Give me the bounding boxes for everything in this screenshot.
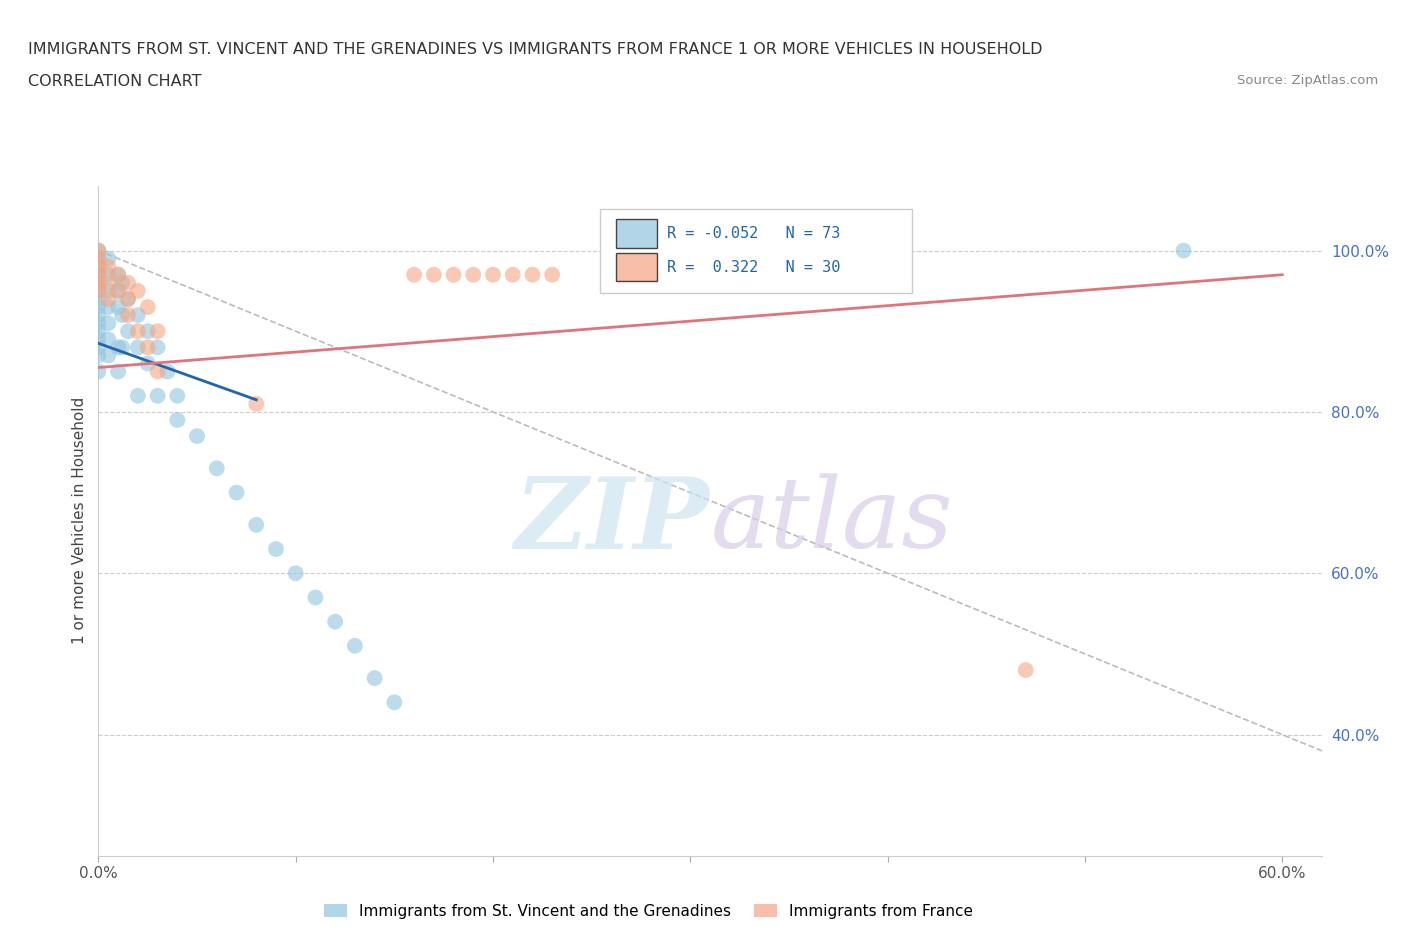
Point	[463, 267, 485, 282]
Point	[87, 339, 110, 354]
Point	[111, 275, 134, 290]
Point	[87, 332, 110, 347]
Point	[146, 324, 169, 339]
Point	[97, 299, 120, 314]
Point	[482, 267, 505, 282]
Point	[87, 251, 110, 266]
Point	[107, 284, 129, 299]
Point	[146, 339, 169, 354]
Text: CORRELATION CHART: CORRELATION CHART	[28, 74, 201, 89]
Point	[117, 308, 139, 323]
Point	[97, 275, 120, 290]
Point	[136, 299, 159, 314]
Point	[117, 291, 139, 306]
Point	[502, 267, 524, 282]
Point	[97, 348, 120, 363]
Point	[97, 332, 120, 347]
Legend: Immigrants from St. Vincent and the Grenadines, Immigrants from France: Immigrants from St. Vincent and the Gren…	[318, 897, 980, 925]
Point	[146, 365, 169, 379]
Point	[1015, 662, 1038, 677]
Point	[284, 565, 307, 580]
Point	[97, 259, 120, 274]
Point	[97, 291, 120, 306]
FancyBboxPatch shape	[616, 253, 658, 281]
Point	[343, 638, 366, 653]
Text: Source: ZipAtlas.com: Source: ZipAtlas.com	[1237, 74, 1378, 87]
Point	[1173, 243, 1195, 258]
Point	[117, 291, 139, 306]
Point	[87, 284, 110, 299]
Text: R =  0.322   N = 30: R = 0.322 N = 30	[668, 259, 841, 274]
Point	[87, 243, 110, 258]
Point	[97, 315, 120, 330]
Point	[304, 590, 326, 604]
Point	[382, 695, 405, 710]
Point	[136, 324, 159, 339]
Point	[107, 299, 129, 314]
Point	[117, 275, 139, 290]
Point	[136, 356, 159, 371]
Point	[245, 517, 267, 532]
Point	[107, 267, 129, 282]
Point	[264, 541, 287, 556]
Point	[404, 267, 426, 282]
FancyBboxPatch shape	[616, 219, 658, 247]
Point	[156, 365, 179, 379]
Point	[127, 308, 149, 323]
Text: R = -0.052   N = 73: R = -0.052 N = 73	[668, 226, 841, 241]
Point	[107, 267, 129, 282]
Point	[107, 339, 129, 354]
Point	[107, 365, 129, 379]
Point	[136, 339, 159, 354]
Point	[87, 259, 110, 274]
Point	[97, 267, 120, 282]
Point	[87, 348, 110, 363]
Point	[87, 275, 110, 290]
Point	[522, 267, 544, 282]
Point	[111, 339, 134, 354]
Point	[541, 267, 564, 282]
Point	[87, 267, 110, 282]
Point	[323, 614, 346, 629]
Text: ZIP: ZIP	[515, 472, 710, 569]
Point	[205, 461, 228, 476]
Point	[97, 284, 120, 299]
Y-axis label: 1 or more Vehicles in Household: 1 or more Vehicles in Household	[72, 397, 87, 644]
Point	[87, 243, 110, 258]
Point	[127, 324, 149, 339]
Point	[87, 291, 110, 306]
Point	[127, 284, 149, 299]
Text: IMMIGRANTS FROM ST. VINCENT AND THE GRENADINES VS IMMIGRANTS FROM FRANCE 1 OR MO: IMMIGRANTS FROM ST. VINCENT AND THE GREN…	[28, 42, 1043, 57]
Point	[97, 251, 120, 266]
Point	[443, 267, 465, 282]
Point	[87, 275, 110, 290]
Point	[111, 308, 134, 323]
Point	[87, 267, 110, 282]
Point	[87, 259, 110, 274]
Point	[87, 324, 110, 339]
Point	[225, 485, 247, 500]
Point	[87, 308, 110, 323]
Point	[363, 671, 385, 685]
Point	[423, 267, 446, 282]
FancyBboxPatch shape	[600, 209, 912, 293]
Point	[87, 251, 110, 266]
Point	[87, 365, 110, 379]
Point	[107, 284, 129, 299]
Point	[127, 389, 149, 404]
Point	[166, 389, 188, 404]
Point	[127, 339, 149, 354]
Point	[87, 284, 110, 299]
Point	[87, 299, 110, 314]
Text: atlas: atlas	[711, 473, 953, 568]
Point	[117, 324, 139, 339]
Point	[186, 429, 208, 444]
Point	[146, 389, 169, 404]
Point	[87, 315, 110, 330]
Point	[245, 396, 267, 411]
Point	[166, 413, 188, 428]
